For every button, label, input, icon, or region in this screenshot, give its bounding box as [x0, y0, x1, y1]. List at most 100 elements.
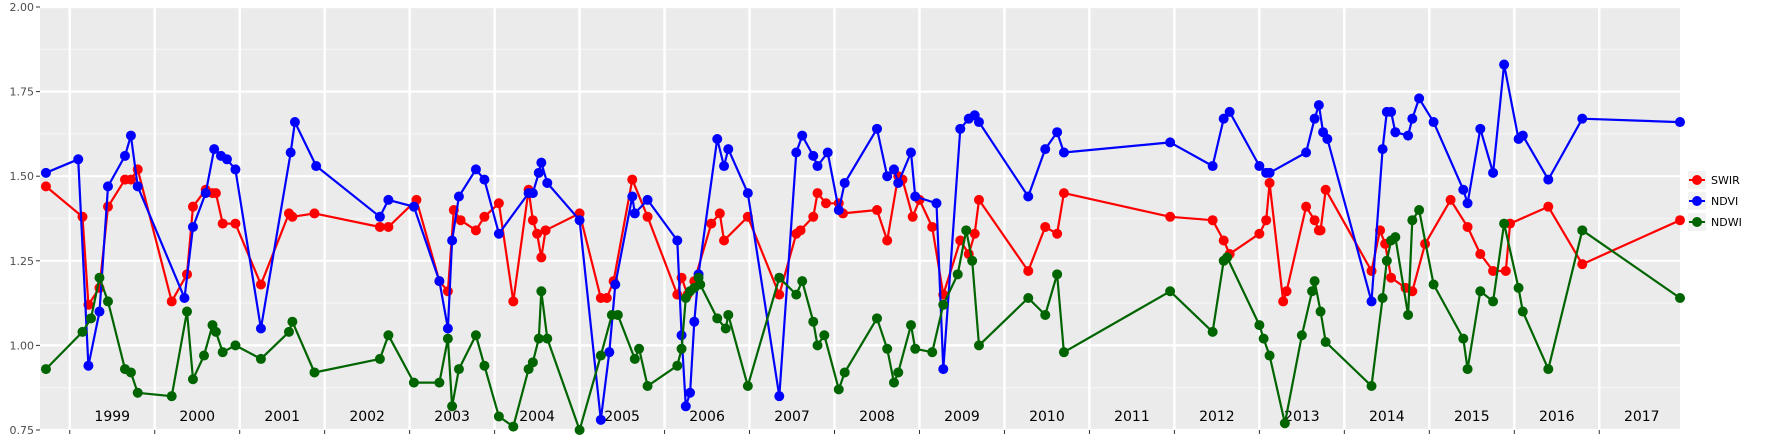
data-point-ndwi [1264, 350, 1275, 361]
data-point-swir [1320, 184, 1331, 195]
legend-key-point [1692, 175, 1702, 185]
data-point-ndvi [574, 215, 585, 226]
data-point-swir [774, 289, 785, 300]
data-point-ndwi [595, 350, 606, 361]
year-label: 2017 [1624, 409, 1660, 425]
year-label: 2002 [349, 409, 385, 425]
data-point-ndwi [453, 364, 464, 375]
data-point-swir [77, 211, 88, 222]
data-point-ndvi [209, 144, 220, 155]
data-point-swir [927, 221, 938, 232]
data-point-ndwi [839, 367, 850, 378]
data-point-swir [1488, 265, 1499, 276]
data-point-ndvi [938, 364, 949, 375]
data-point-swir [125, 174, 136, 185]
data-point-ndvi [791, 147, 802, 158]
data-point-ndwi [1475, 286, 1486, 297]
data-point-ndvi [179, 293, 190, 304]
data-point-ndvi [1428, 117, 1439, 128]
data-point-swir [508, 296, 519, 307]
data-point-ndwi [210, 326, 221, 337]
data-point-ndwi [283, 326, 294, 337]
legend-key-point [1692, 196, 1702, 206]
data-point-ndwi [533, 333, 544, 344]
data-point-ndwi [470, 330, 481, 341]
data-point-ndwi [1320, 337, 1331, 348]
data-point-ndwi [1296, 330, 1307, 341]
data-point-swir [706, 218, 717, 229]
data-point-ndwi [819, 330, 830, 341]
data-point-swir [969, 228, 980, 239]
data-point-ndvi [447, 235, 458, 246]
data-point-swir [714, 208, 725, 219]
data-point-swir [217, 218, 228, 229]
data-point-ndvi [285, 147, 296, 158]
data-point-swir [255, 279, 266, 290]
data-point-ndvi [1488, 167, 1499, 178]
data-point-ndvi [1577, 113, 1588, 124]
data-point-ndvi [1165, 137, 1176, 148]
data-point-ndvi [1543, 174, 1554, 185]
data-point-ndwi [442, 333, 453, 344]
data-point-ndvi [595, 414, 606, 425]
data-point-ndwi [927, 347, 938, 358]
data-point-ndwi [1279, 418, 1290, 429]
data-point-ndvi [610, 279, 621, 290]
data-point-ndvi [119, 150, 130, 161]
data-point-ndwi [1377, 293, 1388, 304]
y-tick-label: 1.75 [10, 86, 35, 99]
data-point-ndwi [574, 425, 585, 435]
data-point-ndvi [94, 306, 105, 317]
data-point-swir [1500, 265, 1511, 276]
data-point-ndvi [797, 130, 808, 141]
data-point-swir [871, 205, 882, 216]
data-point-swir [309, 208, 320, 219]
data-point-ndwi [634, 343, 645, 354]
data-point-ndwi [199, 350, 209, 361]
data-point-ndwi [102, 296, 113, 307]
data-point-swir [1315, 225, 1326, 236]
data-point-ndvi [680, 401, 691, 412]
data-point-ndvi [1366, 296, 1377, 307]
data-point-swir [719, 235, 730, 246]
data-point-ndwi [720, 323, 731, 334]
data-point-ndwi [508, 421, 519, 432]
year-label: 2000 [179, 409, 215, 425]
data-point-ndwi [1052, 269, 1063, 280]
data-point-ndwi [1381, 255, 1392, 266]
data-point-ndwi [40, 364, 51, 375]
data-point-ndwi [612, 309, 623, 320]
data-point-swir [1281, 286, 1292, 297]
legend-item-swir: SWIR [1688, 171, 1740, 189]
data-point-ndvi [833, 205, 844, 216]
data-point-swir [210, 188, 221, 199]
data-point-ndvi [893, 177, 904, 188]
y-tick-label: 0.75 [10, 424, 35, 437]
year-label: 2006 [689, 409, 725, 425]
data-point-swir [470, 225, 481, 236]
data-point-swir [1264, 177, 1275, 188]
data-point-ndwi [797, 276, 808, 287]
data-point-ndwi [1058, 347, 1069, 358]
data-point-swir [1675, 215, 1685, 226]
data-point-ndvi [125, 130, 136, 141]
data-point-ndvi [533, 167, 544, 178]
data-point-ndwi [1254, 320, 1265, 331]
legend-label: NDVI [1711, 195, 1738, 208]
data-point-ndwi [1309, 276, 1320, 287]
data-point-ndvi [470, 164, 481, 175]
data-point-ndvi [1517, 130, 1528, 141]
data-point-swir [287, 211, 298, 222]
data-point-ndvi [839, 177, 850, 188]
data-point-ndwi [94, 272, 105, 283]
data-point-ndwi [961, 225, 972, 236]
data-point-ndvi [542, 177, 553, 188]
data-point-ndvi [685, 387, 696, 398]
data-point-swir [187, 201, 198, 212]
data-point-swir [1462, 221, 1473, 232]
data-point-ndwi [642, 381, 653, 392]
data-point-ndvi [1052, 127, 1063, 138]
data-point-ndwi [893, 367, 904, 378]
year-label: 2008 [859, 409, 895, 425]
